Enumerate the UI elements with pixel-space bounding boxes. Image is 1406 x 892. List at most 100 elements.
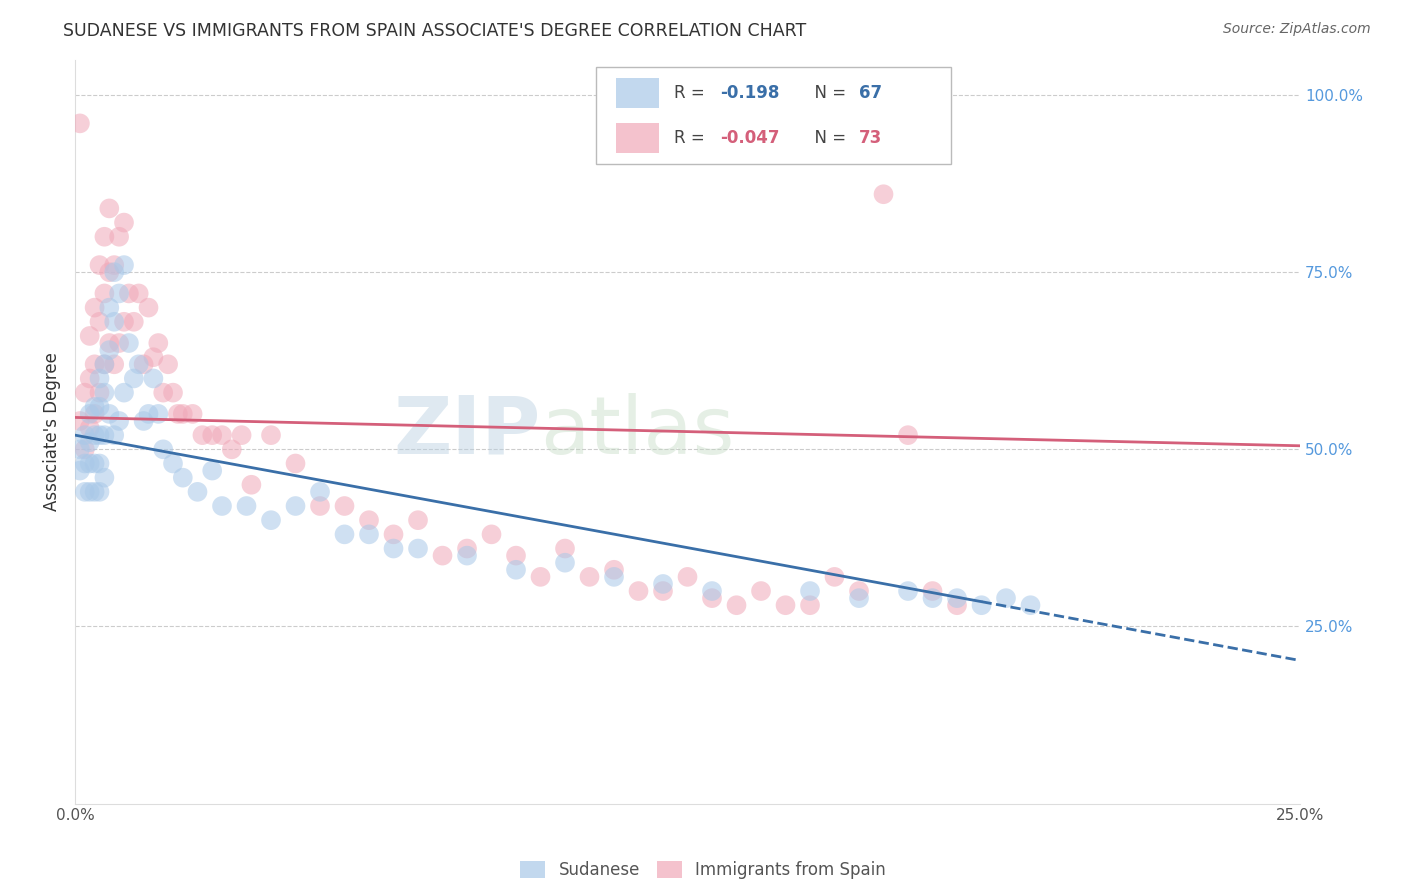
Point (211, 428, 233, 442)
Point (284, 457, 307, 471)
Point (83, 428, 105, 442)
Point (848, 584, 870, 599)
Point (456, 549, 478, 563)
Point (69, 442, 91, 457)
Point (103, 258, 125, 272)
Point (98, 265, 121, 279)
Text: -0.047: -0.047 (721, 128, 780, 146)
Point (481, 527, 503, 541)
Point (157, 357, 180, 371)
Point (103, 315, 125, 329)
Point (848, 591, 870, 606)
Point (333, 499, 356, 513)
Point (181, 407, 204, 421)
Point (103, 428, 125, 442)
Point (152, 442, 174, 457)
Point (382, 527, 405, 541)
Point (73, 484, 96, 499)
Text: SUDANESE VS IMMIGRANTS FROM SPAIN ASSOCIATE'S DEGREE CORRELATION CHART: SUDANESE VS IMMIGRANTS FROM SPAIN ASSOCI… (63, 22, 807, 40)
Point (406, 541, 429, 556)
Point (554, 556, 576, 570)
Y-axis label: Associate's Degree: Associate's Degree (44, 352, 60, 511)
Point (83, 457, 105, 471)
Point (112, 258, 135, 272)
Point (103, 357, 125, 371)
FancyBboxPatch shape (596, 67, 950, 164)
Text: N =: N = (804, 84, 851, 102)
Point (98, 301, 121, 315)
Point (83, 357, 105, 371)
Point (69, 116, 91, 130)
Point (118, 286, 141, 301)
Point (132, 357, 155, 371)
Point (83, 407, 105, 421)
Point (93, 471, 115, 485)
Point (79, 457, 101, 471)
Point (108, 414, 131, 428)
Point (505, 549, 527, 563)
Point (93, 385, 115, 400)
Point (897, 428, 920, 442)
Point (79, 435, 101, 450)
Point (122, 315, 145, 329)
Point (142, 371, 165, 385)
Point (799, 598, 821, 612)
Point (167, 407, 190, 421)
Point (725, 598, 748, 612)
Point (108, 229, 131, 244)
Point (603, 563, 626, 577)
Point (112, 315, 135, 329)
Point (108, 336, 131, 351)
Text: 73: 73 (859, 128, 883, 146)
Point (172, 471, 194, 485)
Point (603, 570, 626, 584)
Text: atlas: atlas (540, 392, 735, 471)
Point (148, 407, 170, 421)
Point (83, 400, 105, 414)
Point (333, 527, 356, 541)
Point (186, 484, 208, 499)
Point (73, 457, 96, 471)
Point (79, 371, 101, 385)
Point (897, 584, 920, 599)
Point (122, 371, 145, 385)
Point (138, 407, 160, 421)
Point (93, 229, 115, 244)
Point (652, 577, 675, 591)
Point (79, 484, 101, 499)
Point (79, 329, 101, 343)
Point (79, 421, 101, 435)
Text: R =: R = (673, 84, 710, 102)
Point (799, 584, 821, 599)
Point (89, 484, 111, 499)
Point (627, 584, 650, 599)
Point (700, 591, 723, 606)
Point (79, 407, 101, 421)
Point (529, 570, 551, 584)
Point (89, 315, 111, 329)
Text: 67: 67 (859, 84, 882, 102)
Point (89, 385, 111, 400)
Point (221, 442, 243, 457)
Point (93, 428, 115, 442)
Point (260, 513, 283, 527)
Point (93, 357, 115, 371)
Point (152, 385, 174, 400)
Point (921, 591, 943, 606)
Point (89, 258, 111, 272)
Point (138, 301, 160, 315)
Point (456, 541, 478, 556)
Point (824, 570, 846, 584)
Point (201, 428, 224, 442)
Point (89, 428, 111, 442)
Point (652, 584, 675, 599)
FancyBboxPatch shape (616, 78, 659, 108)
FancyBboxPatch shape (616, 123, 659, 153)
Point (260, 428, 283, 442)
Point (73, 442, 96, 457)
Point (83, 484, 105, 499)
Point (211, 499, 233, 513)
Text: Source: ZipAtlas.com: Source: ZipAtlas.com (1223, 22, 1371, 37)
Point (357, 513, 380, 527)
Text: N =: N = (804, 128, 851, 146)
